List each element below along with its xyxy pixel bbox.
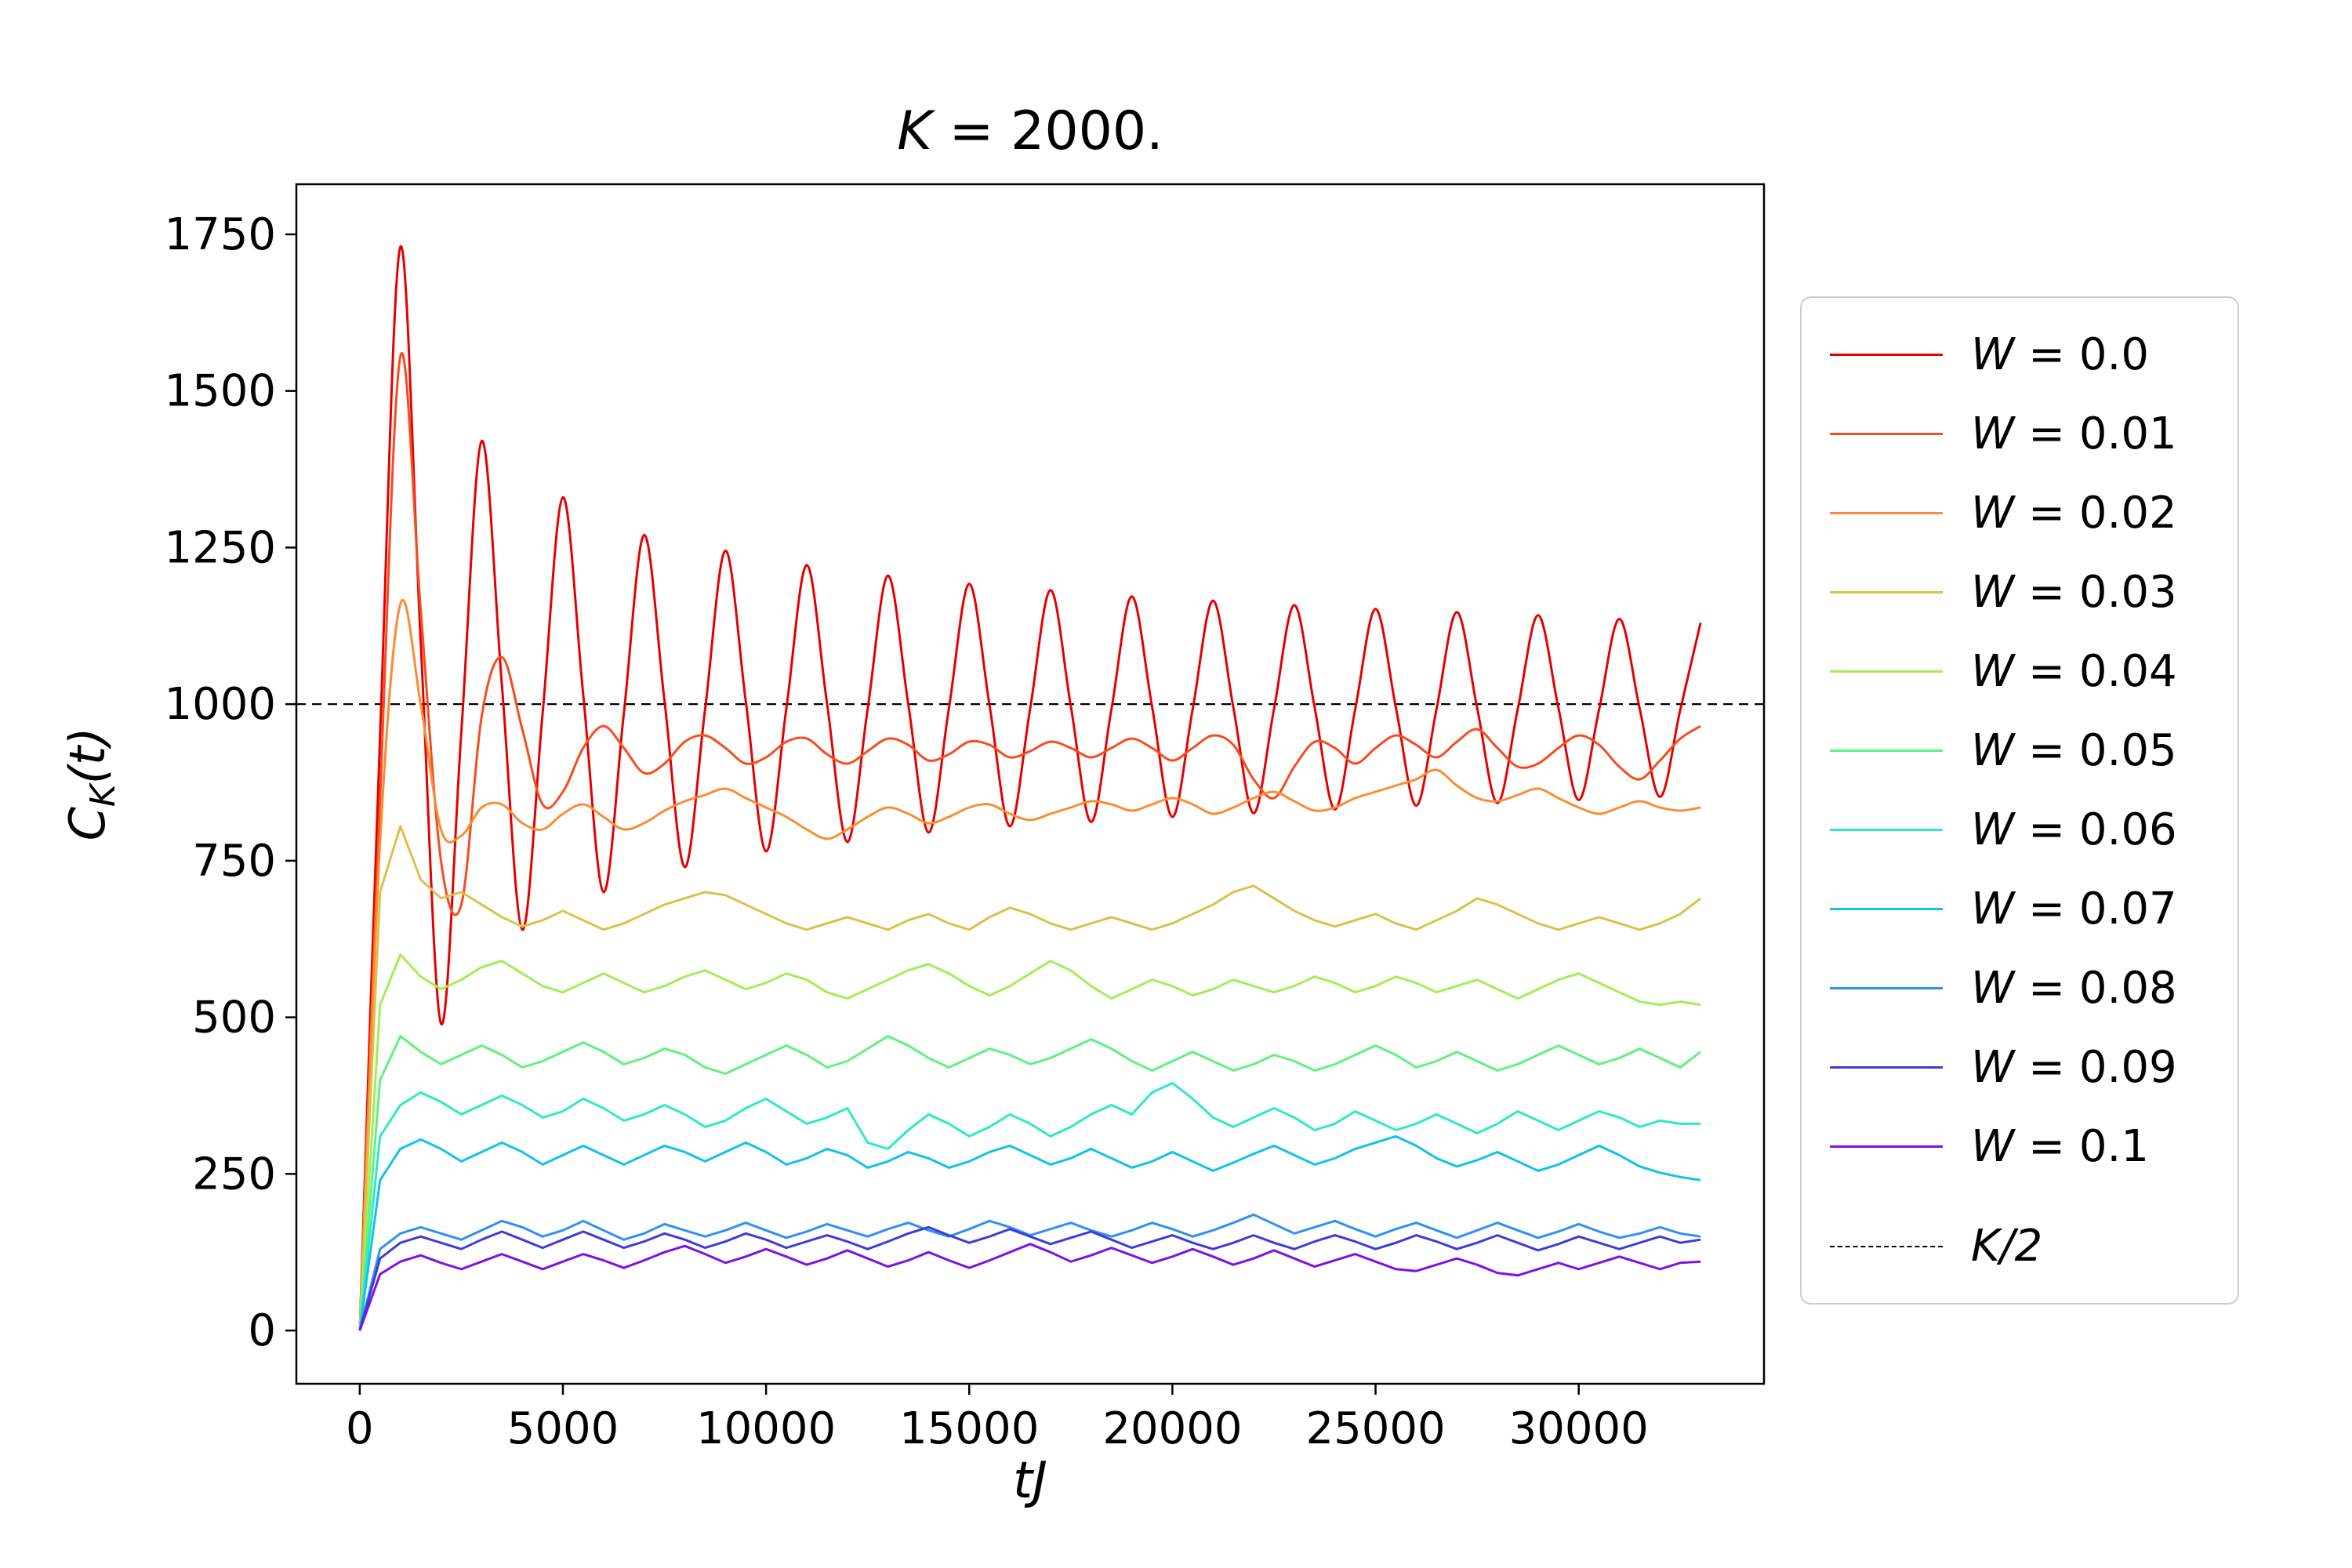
legend-entry: W = 0.0	[1830, 315, 2222, 394]
legend-label: W = 0.1	[1971, 1121, 2149, 1172]
legend-entry: W = 0.01	[1830, 394, 2222, 474]
y-tick-label: 1500	[164, 366, 276, 417]
y-tick-label: 0	[248, 1305, 276, 1356]
legend-entry: W = 0.02	[1830, 474, 2222, 553]
series-line-0.03	[358, 825, 1702, 1331]
x-axis-label: tJ	[1013, 1452, 1047, 1510]
legend-label: K/2	[1971, 1221, 2043, 1272]
legend-entry: W = 0.04	[1830, 632, 2222, 711]
legend-entry: W = 0.05	[1830, 711, 2222, 790]
y-tick-label: 1250	[164, 522, 276, 573]
y-tick-label: 1000	[164, 679, 276, 730]
title-value: = 2000.	[931, 100, 1163, 162]
x-tick-label: 25000	[1305, 1403, 1445, 1454]
series-line-0.06	[358, 1082, 1701, 1331]
legend-line-sample	[1830, 433, 1943, 435]
legend-entry: W = 0.09	[1830, 1028, 2222, 1107]
x-tick-label: 30000	[1509, 1403, 1649, 1454]
legend-line-sample	[1830, 829, 1943, 831]
x-tick-label: 0	[346, 1403, 374, 1454]
y-tick-label: 750	[192, 836, 276, 887]
legend-line-sample	[1830, 908, 1943, 910]
legend-label: W = 0.06	[1971, 804, 2177, 855]
series-line-0.1	[358, 1243, 1701, 1331]
series-line-0.09	[358, 1225, 1701, 1331]
series-line-0.02	[358, 599, 1701, 1331]
legend-label: W = 0.03	[1971, 567, 2177, 618]
title-variable: K	[897, 100, 932, 162]
legend-entry: W = 0.1	[1830, 1107, 2222, 1186]
legend-label: W = 0.08	[1971, 963, 2177, 1014]
legend-line-sample	[1830, 987, 1943, 989]
axes-frame	[295, 183, 1766, 1385]
legend-line-sample	[1830, 1066, 1943, 1069]
legend-entry: W = 0.08	[1830, 949, 2222, 1028]
legend-line-sample	[1830, 512, 1943, 514]
legend-entry: K/2	[1830, 1207, 2222, 1286]
series-line-0.07	[358, 1134, 1701, 1331]
legend-dashed-line-sample	[1830, 1245, 1943, 1247]
chart-title: K = 2000.	[296, 100, 1764, 162]
series-line-0.01	[358, 352, 1701, 1331]
legend-label: W = 0.02	[1971, 488, 2177, 539]
series-line-0.08	[358, 1213, 1701, 1331]
series-line-0.04	[358, 953, 1701, 1331]
series-line-0.05	[358, 1035, 1702, 1331]
legend-entry: W = 0.07	[1830, 869, 2222, 949]
y-tick-label: 1750	[164, 209, 276, 260]
y-tick-label: 500	[192, 993, 276, 1044]
series-line-0.0	[358, 245, 1702, 1331]
x-tick-label: 10000	[696, 1403, 836, 1454]
legend-line-sample	[1830, 354, 1943, 356]
legend-entry: W = 0.03	[1830, 553, 2222, 632]
x-tick-label: 20000	[1102, 1403, 1242, 1454]
legend-label: W = 0.01	[1971, 408, 2177, 459]
legend-line-sample	[1830, 750, 1943, 752]
legend-line-sample	[1830, 670, 1943, 673]
x-tick-label: 15000	[899, 1403, 1039, 1454]
x-tick-label: 5000	[507, 1403, 619, 1454]
legend-entry: W = 0.06	[1830, 790, 2222, 869]
legend-line-sample	[1830, 591, 1943, 593]
legend-label: W = 0.04	[1971, 646, 2177, 697]
legend-label: W = 0.05	[1971, 725, 2177, 776]
legend-label: W = 0.07	[1971, 884, 2177, 935]
legend-label: W = 0.09	[1971, 1042, 2177, 1093]
y-tick-label: 250	[192, 1149, 276, 1200]
legend-label: W = 0.0	[1971, 329, 2149, 380]
legend-line-sample	[1830, 1145, 1943, 1148]
legend: W = 0.0 W = 0.01 W = 0.02 W = 0.03 W = 0.04 W…	[1800, 296, 2239, 1305]
